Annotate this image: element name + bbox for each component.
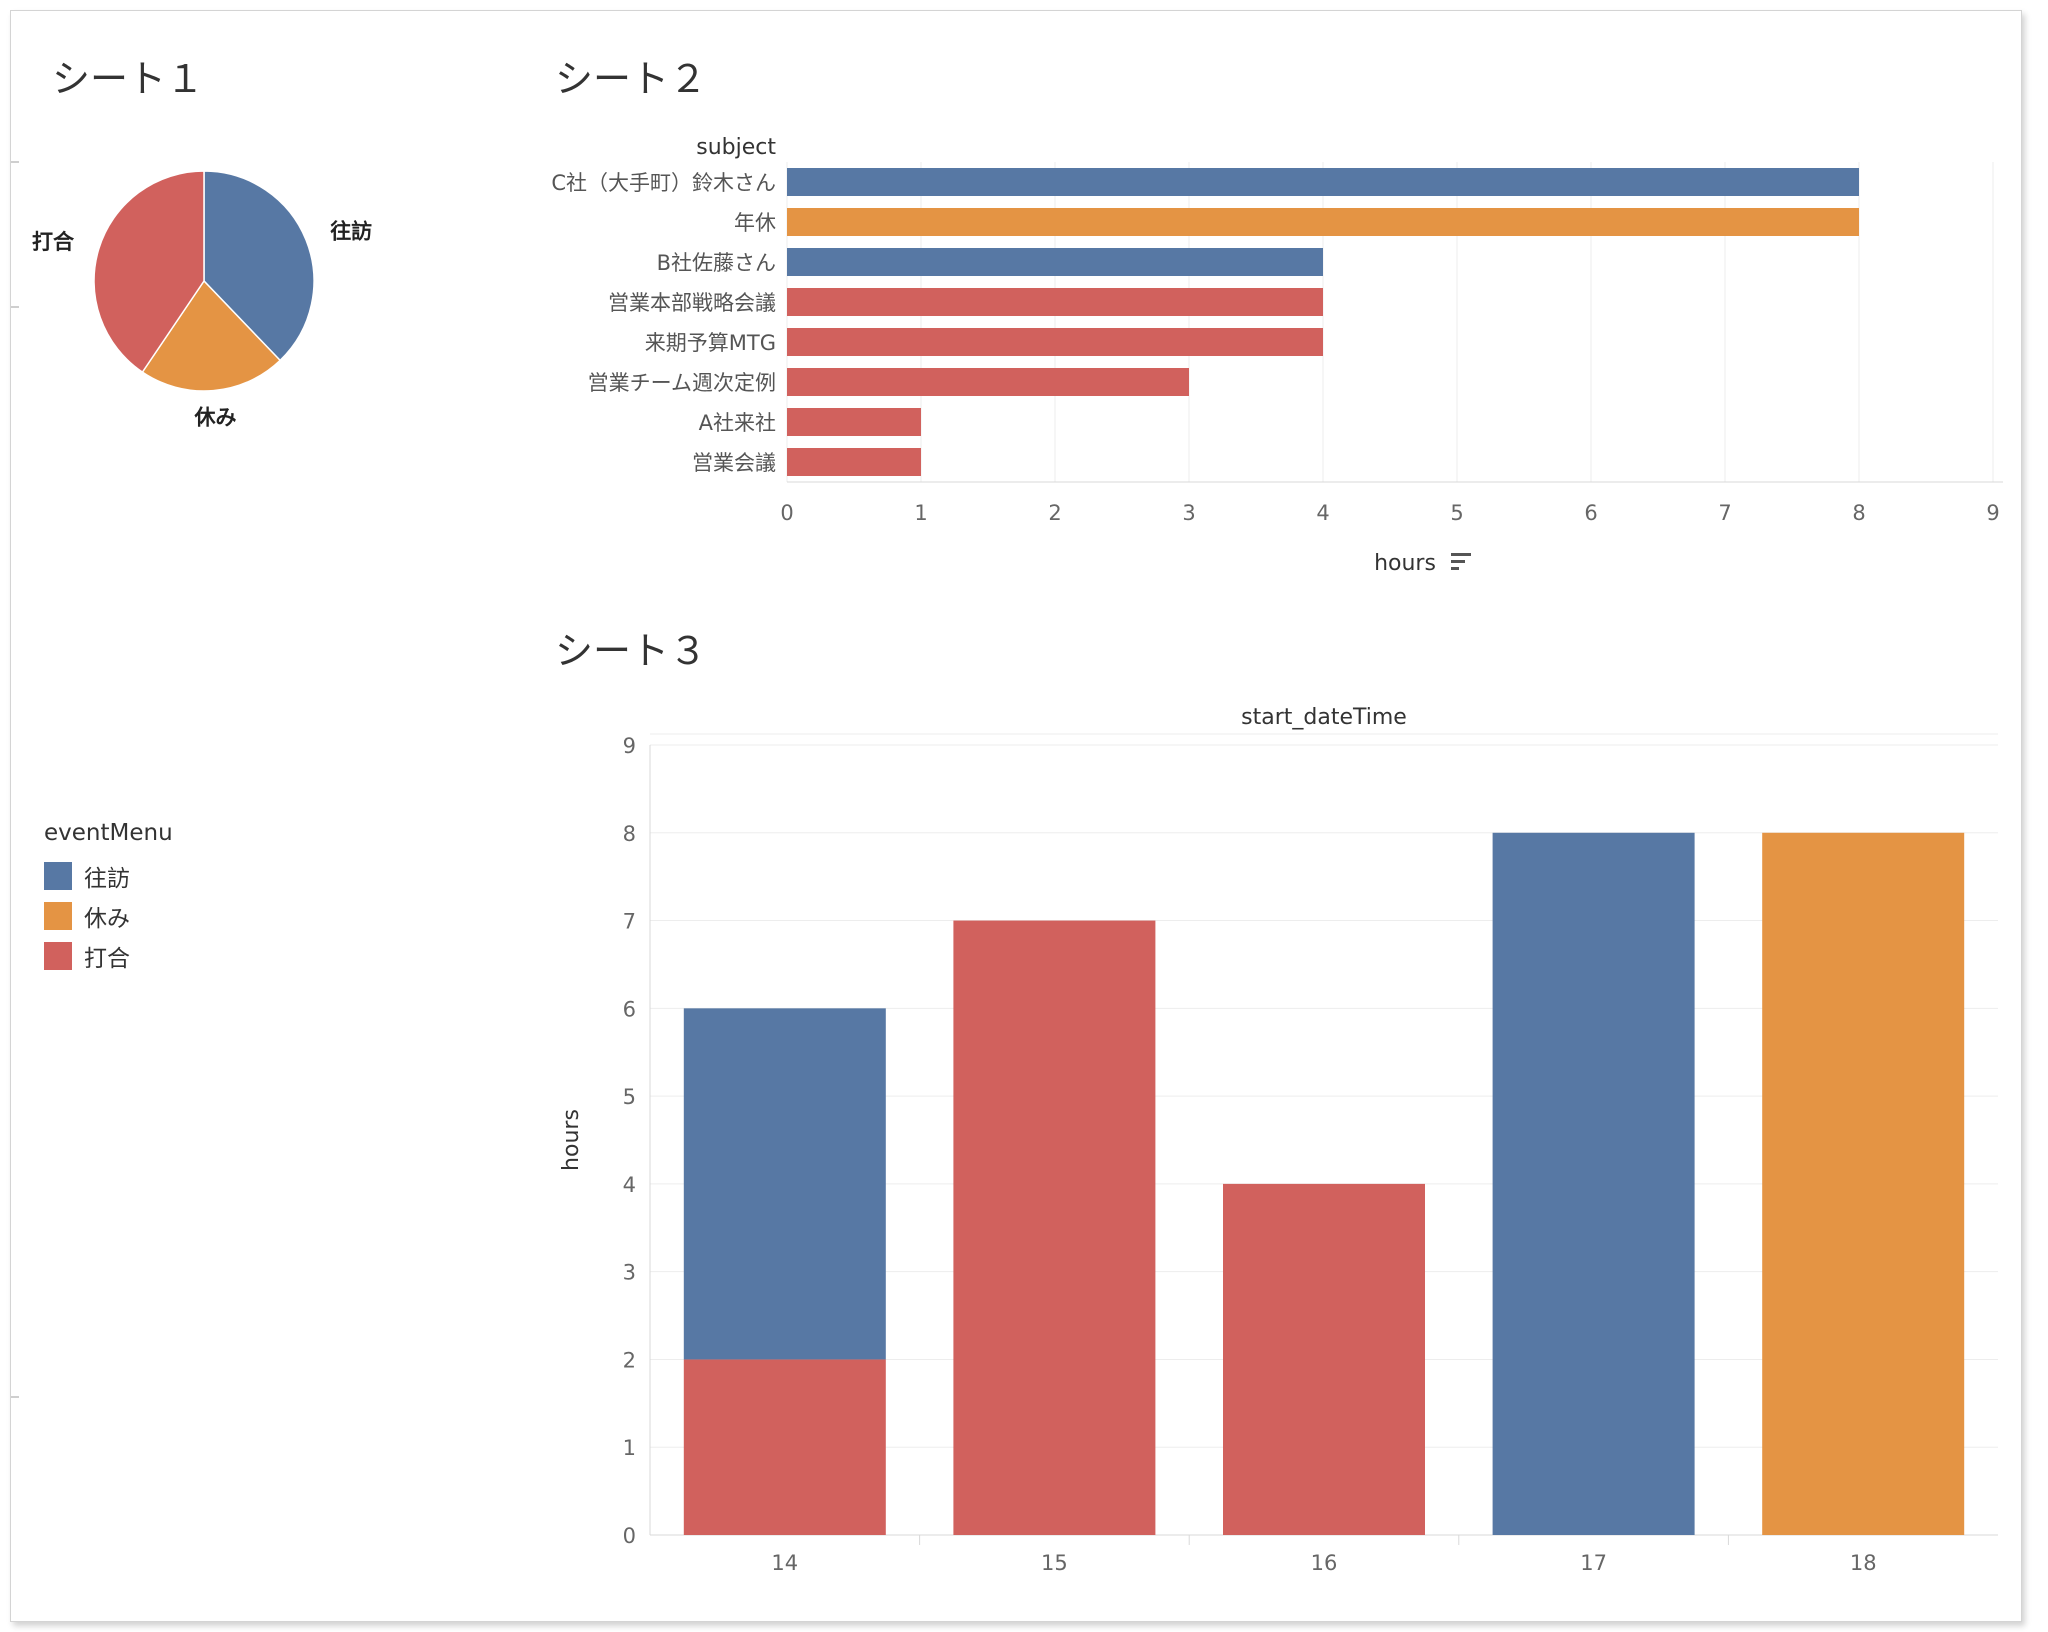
- x-tick-label: 3: [1182, 501, 1195, 525]
- x-category-label: 15: [1041, 1551, 1068, 1575]
- pie-slice[interactable]: [141, 279, 282, 392]
- sort-icon-bar: [1451, 553, 1471, 556]
- bar-label: 営業会議: [692, 451, 776, 475]
- x-tick-label: 0: [780, 501, 793, 525]
- bar-7[interactable]: [787, 448, 921, 476]
- legend-label: 往訪: [84, 866, 130, 892]
- legend-item-yasumi[interactable]: 休み: [44, 896, 173, 936]
- edge-tick: [11, 306, 19, 308]
- bar-segment-17-往訪[interactable]: [1492, 832, 1695, 1535]
- sheet3-title: シート３: [555, 629, 708, 673]
- sort-icon-bar: [1451, 567, 1459, 570]
- bar-segment-14-往訪[interactable]: [683, 1008, 886, 1360]
- sort-icon[interactable]: [1451, 553, 1471, 570]
- bar-segment-14-打合[interactable]: [683, 1359, 886, 1535]
- legend-item-uchiawase[interactable]: 打合: [44, 936, 173, 976]
- bar-label: 年休: [734, 211, 776, 235]
- x-tick-label: 6: [1584, 501, 1597, 525]
- bar-label: 営業本部戦略会議: [608, 291, 776, 315]
- y-tick-label: 7: [623, 910, 636, 934]
- legend-swatch: [44, 902, 72, 930]
- bar-label: 来期予算MTG: [645, 331, 776, 355]
- y-tick-label: 5: [623, 1085, 636, 1109]
- x-category-label: 17: [1580, 1551, 1607, 1575]
- pie-slice[interactable]: [93, 170, 205, 374]
- y-tick-label: 1: [623, 1436, 636, 1460]
- bar-3[interactable]: [787, 288, 1323, 316]
- y-tick-label: 8: [623, 822, 636, 846]
- bar-1[interactable]: [787, 208, 1859, 236]
- y-tick-label: 9: [623, 734, 636, 758]
- bar-4[interactable]: [787, 328, 1323, 356]
- legend-swatch: [44, 942, 72, 970]
- category-header: subject: [696, 135, 776, 160]
- y-tick-label: 0: [623, 1524, 636, 1548]
- bar-0[interactable]: [787, 168, 1859, 196]
- bar-label: 営業チーム週次定例: [588, 371, 776, 395]
- bar-segment-15-打合[interactable]: [953, 920, 1156, 1535]
- legend-title: eventMenu: [44, 820, 173, 846]
- pie-slice-label: 往訪: [330, 219, 372, 243]
- pie-slice-label: 打合: [32, 230, 75, 254]
- column-header: start_dateTime: [1241, 705, 1407, 730]
- y-tick-label: 4: [623, 1173, 636, 1197]
- x-category-label: 18: [1850, 1551, 1877, 1575]
- legend-label: 休み: [84, 906, 130, 932]
- sheet1-title: シート１: [52, 57, 205, 101]
- x-category-label: 14: [771, 1551, 798, 1575]
- legend-swatch: [44, 862, 72, 890]
- datetime-stacked-bar-chart[interactable]: start_dateTime 0 1 2 3 4 5 6 7 8 9 hours 14 15 16 17 18: [540, 690, 2020, 1600]
- legend: eventMenu 往訪 休み 打合: [44, 820, 173, 976]
- legend-item-houmon[interactable]: 往訪: [44, 856, 173, 896]
- x-category-label: 16: [1311, 1551, 1338, 1575]
- sheet2-title: シート２: [555, 57, 708, 101]
- edge-tick: [11, 1396, 19, 1398]
- pie-slice-label: 休み: [194, 406, 237, 430]
- pie-slice[interactable]: [203, 170, 315, 362]
- bar-segment-18-休み[interactable]: [1762, 832, 1965, 1535]
- sort-icon-bar: [1451, 560, 1465, 563]
- x-tick-label: 5: [1450, 501, 1463, 525]
- y-axis-title: hours: [559, 1109, 584, 1171]
- y-tick-label: 2: [623, 1348, 636, 1372]
- x-tick-label: 2: [1048, 501, 1061, 525]
- y-tick-label: 3: [623, 1261, 636, 1285]
- bar-segment-16-打合[interactable]: [1223, 1183, 1425, 1535]
- y-tick-label: 6: [623, 997, 636, 1021]
- bar-6[interactable]: [787, 408, 921, 436]
- x-tick-label: 4: [1316, 501, 1329, 525]
- x-tick-label: 1: [914, 501, 927, 525]
- x-tick-label: 9: [1986, 501, 1999, 525]
- legend-label: 打合: [84, 946, 130, 972]
- x-axis-title: hours: [1374, 551, 1436, 576]
- bar-5[interactable]: [787, 368, 1189, 396]
- bar-label: C社（大手町）鈴木さん: [551, 171, 776, 195]
- bar-label: A社来社: [699, 411, 776, 435]
- edge-tick: [11, 161, 19, 163]
- bar-label: B社佐藤さん: [657, 251, 776, 275]
- bar-2[interactable]: [787, 248, 1323, 276]
- x-tick-label: 7: [1718, 501, 1731, 525]
- x-tick-label: 8: [1852, 501, 1865, 525]
